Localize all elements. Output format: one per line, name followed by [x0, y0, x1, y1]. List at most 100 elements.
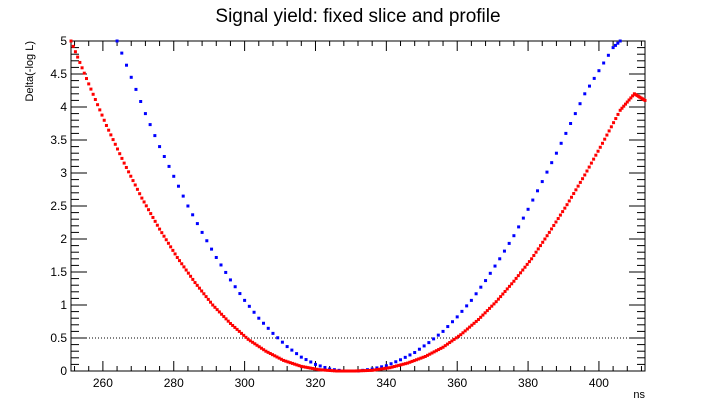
data-point	[576, 184, 580, 188]
data-point	[115, 39, 119, 43]
data-point	[324, 368, 328, 372]
data-point	[375, 368, 379, 372]
data-point	[519, 271, 523, 275]
data-point	[536, 247, 540, 251]
data-point	[523, 265, 527, 269]
data-point	[217, 310, 221, 314]
data-point	[335, 369, 339, 373]
data-point	[160, 231, 164, 235]
data-point	[600, 141, 604, 145]
x-tick-label: 380	[518, 376, 538, 390]
data-point	[228, 321, 232, 325]
data-point	[578, 102, 582, 106]
data-point	[526, 207, 530, 211]
data-point	[73, 50, 77, 54]
data-point	[304, 358, 308, 362]
y-axis-title: Delta(-log L)	[24, 41, 36, 102]
data-point	[364, 369, 368, 373]
data-point	[479, 315, 483, 319]
data-point	[129, 75, 133, 79]
data-point	[541, 240, 545, 244]
plot-frame	[70, 40, 646, 372]
data-point	[550, 227, 554, 231]
data-point	[93, 97, 97, 101]
data-point	[306, 366, 310, 370]
y-tick-label: 1.5	[50, 265, 67, 279]
data-point	[457, 334, 461, 338]
data-point	[299, 355, 303, 359]
data-point	[397, 363, 401, 367]
data-point	[175, 255, 179, 259]
data-point	[587, 84, 591, 88]
data-point	[276, 336, 280, 340]
data-point	[531, 198, 535, 202]
data-point	[413, 351, 417, 355]
data-point	[527, 260, 531, 264]
data-point	[233, 285, 237, 289]
x-tick-label: 340	[376, 376, 396, 390]
data-point	[149, 212, 153, 216]
data-point	[550, 161, 554, 165]
data-point	[408, 360, 412, 364]
data-point	[164, 238, 168, 242]
data-point	[143, 112, 147, 116]
data-point	[204, 295, 208, 299]
data-point	[460, 309, 464, 313]
data-point	[255, 343, 259, 347]
data-point	[295, 363, 299, 367]
data-point	[167, 164, 171, 168]
data-point	[195, 283, 199, 287]
data-point	[85, 77, 89, 81]
data-point	[564, 131, 568, 135]
data-point	[381, 367, 385, 371]
x-tick-label: 280	[164, 376, 184, 390]
data-point	[390, 365, 394, 369]
data-point	[118, 152, 122, 156]
data-point	[82, 71, 86, 75]
data-point	[437, 348, 441, 352]
data-point	[569, 122, 573, 125]
data-point	[277, 356, 281, 360]
data-point	[554, 151, 558, 155]
data-point	[337, 369, 341, 373]
data-point	[142, 200, 146, 204]
data-point	[339, 369, 343, 373]
data-point	[113, 142, 117, 146]
data-point	[581, 177, 585, 181]
data-point	[147, 208, 151, 212]
data-point	[273, 354, 277, 358]
data-point	[516, 274, 520, 278]
data-point	[184, 268, 188, 272]
data-point	[423, 354, 427, 358]
data-point	[162, 234, 166, 238]
data-point	[399, 363, 403, 367]
data-point	[496, 297, 500, 301]
data-point	[468, 325, 472, 329]
data-point	[605, 133, 609, 137]
data-point	[618, 108, 622, 112]
data-point	[366, 369, 370, 373]
data-point	[89, 87, 93, 91]
data-point	[210, 247, 214, 251]
y-tick-label: 0	[60, 364, 67, 378]
data-point	[224, 270, 228, 274]
data-point	[193, 281, 197, 285]
data-point	[470, 323, 474, 327]
data-point	[512, 279, 516, 283]
data-point	[323, 365, 327, 369]
data-point	[427, 341, 431, 345]
data-point	[144, 204, 148, 208]
data-point	[200, 289, 204, 293]
data-point	[304, 365, 308, 369]
data-point	[448, 341, 452, 345]
y-tick-label: 5	[60, 34, 67, 48]
data-point	[488, 306, 492, 310]
data-point	[631, 94, 635, 98]
data-point	[450, 339, 454, 343]
data-point	[248, 339, 252, 343]
data-point	[602, 61, 606, 65]
data-point	[538, 244, 542, 248]
data-point	[182, 265, 186, 269]
data-point	[91, 92, 95, 96]
data-point	[350, 369, 354, 373]
